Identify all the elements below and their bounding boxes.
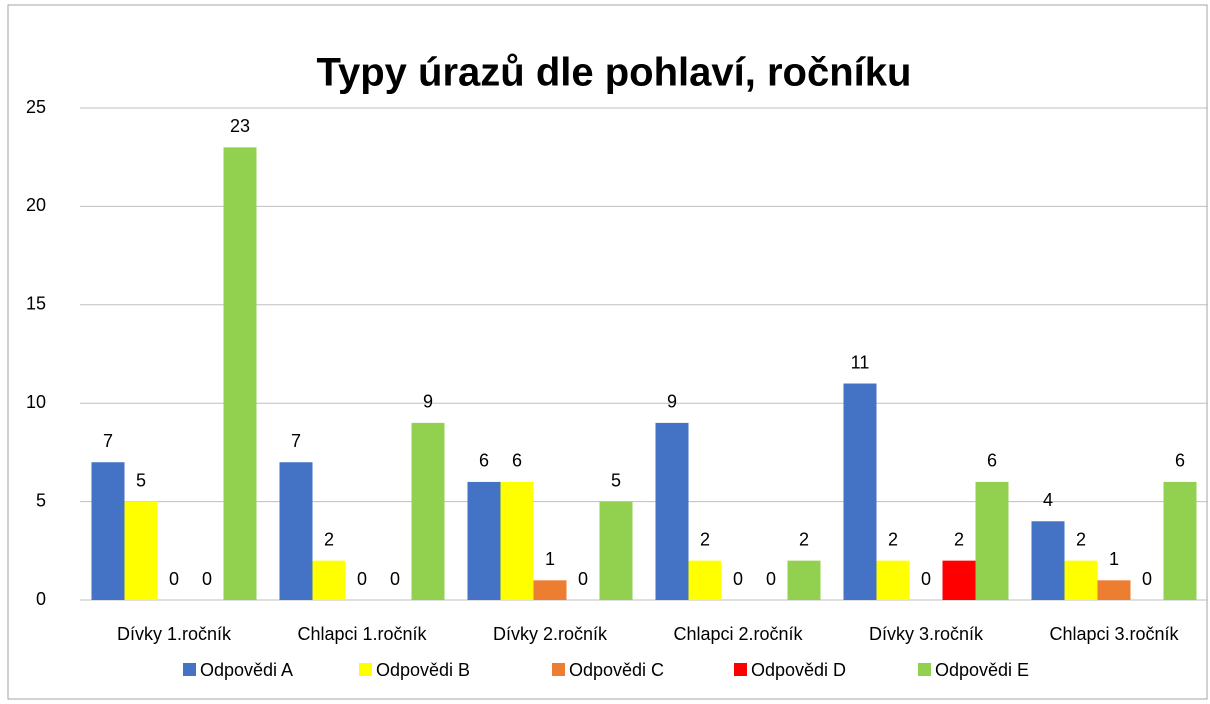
x-tick-label: Dívky 1.ročník	[117, 624, 232, 644]
bar	[91, 462, 125, 600]
bar	[533, 580, 567, 600]
bar	[942, 560, 976, 600]
legend-swatch	[552, 663, 565, 676]
data-label: 7	[103, 431, 113, 451]
bar	[124, 501, 158, 600]
bar	[500, 481, 534, 600]
data-label: 0	[921, 569, 931, 589]
data-label: 2	[888, 529, 898, 549]
bar	[1097, 580, 1131, 600]
data-label: 2	[799, 529, 809, 549]
data-label: 9	[423, 392, 433, 412]
data-label: 0	[733, 569, 743, 589]
legend-swatch	[734, 663, 747, 676]
legend-label: Odpovědi B	[376, 660, 470, 680]
legend-swatch	[183, 663, 196, 676]
data-label: 0	[578, 569, 588, 589]
bar	[1163, 481, 1197, 600]
y-tick-label: 15	[26, 294, 46, 314]
data-label: 1	[545, 549, 555, 569]
y-tick-label: 10	[26, 392, 46, 412]
data-label: 9	[667, 392, 677, 412]
legend-label: Odpovědi A	[200, 660, 293, 680]
data-label: 5	[611, 470, 621, 490]
data-label: 5	[136, 470, 146, 490]
x-tick-label: Dívky 2.ročník	[493, 624, 608, 644]
data-label: 6	[987, 451, 997, 471]
bar	[467, 481, 501, 600]
bar	[312, 560, 346, 600]
bar	[1031, 521, 1065, 600]
bar	[223, 147, 257, 601]
bar	[876, 560, 910, 600]
bar	[599, 501, 633, 600]
data-label: 7	[291, 431, 301, 451]
bar	[411, 422, 445, 600]
bar	[975, 481, 1009, 600]
legend-swatch	[918, 663, 931, 676]
data-label: 2	[324, 529, 334, 549]
data-label: 0	[390, 569, 400, 589]
data-label: 0	[169, 569, 179, 589]
data-label: 1	[1109, 549, 1119, 569]
data-label: 4	[1043, 490, 1053, 510]
x-tick-label: Chlapci 1.ročník	[297, 624, 427, 644]
bar	[279, 462, 313, 600]
data-label: 2	[700, 529, 710, 549]
bar	[655, 422, 689, 600]
data-label: 0	[1142, 569, 1152, 589]
bar	[787, 560, 821, 600]
x-tick-label: Chlapci 2.ročník	[673, 624, 803, 644]
chart-title: Typy úrazů dle pohlaví, ročníku	[317, 51, 912, 95]
data-label: 2	[1076, 529, 1086, 549]
data-label: 0	[766, 569, 776, 589]
data-label: 0	[202, 569, 212, 589]
data-label: 11	[851, 352, 870, 372]
data-label: 0	[357, 569, 367, 589]
y-tick-label: 5	[36, 490, 46, 510]
x-tick-label: Chlapci 3.ročník	[1049, 624, 1179, 644]
data-label: 6	[1175, 451, 1185, 471]
y-tick-label: 25	[26, 97, 46, 117]
bar	[1064, 560, 1098, 600]
legend-label: Odpovědi C	[569, 660, 664, 680]
legend-label: Odpovědi E	[935, 660, 1029, 680]
bar	[843, 383, 877, 600]
legend-swatch	[359, 663, 372, 676]
data-label: 6	[479, 451, 489, 471]
data-label: 2	[954, 529, 964, 549]
data-label: 6	[512, 451, 522, 471]
x-tick-label: Dívky 3.ročník	[869, 624, 984, 644]
legend-label: Odpovědi D	[751, 660, 846, 680]
y-tick-label: 0	[36, 589, 46, 609]
bar	[688, 560, 722, 600]
y-tick-label: 20	[26, 195, 46, 215]
data-label: 23	[230, 116, 250, 136]
